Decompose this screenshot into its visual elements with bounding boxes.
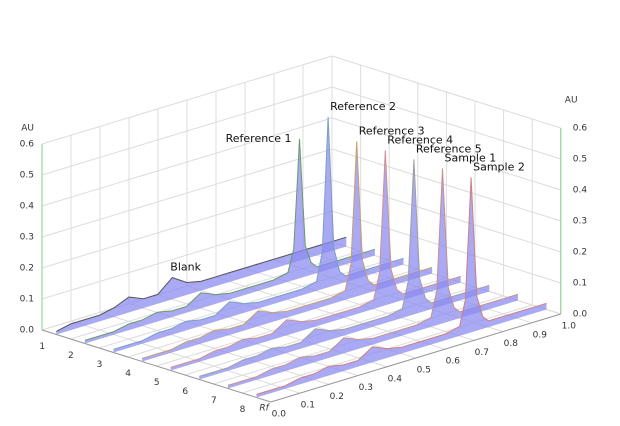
track-label: 4 [125, 369, 131, 379]
grid-line [41, 117, 333, 207]
z-tick-label: 0.4 [20, 202, 35, 212]
z-tick-label: 0.2 [20, 264, 34, 274]
trace [56, 236, 347, 332]
track-label: 5 [154, 378, 160, 388]
x-tick-label: 0.8 [504, 339, 519, 349]
x-tick-label: 1.0 [562, 322, 577, 332]
track-label: 6 [182, 387, 188, 397]
z-tick-label: 0.3 [573, 217, 587, 227]
x-tick-label: 0.4 [388, 374, 403, 384]
series-label: Reference 3 [359, 124, 425, 137]
z-tick-label: 0.2 [573, 248, 587, 258]
peak-area [113, 116, 404, 353]
x-tick-label: 0.3 [359, 383, 373, 393]
x-tick-label: 0.2 [330, 392, 344, 402]
z-tick-label: 0.0 [20, 326, 35, 336]
track-label: 1 [39, 342, 45, 352]
z-tick-label: 0.4 [573, 186, 588, 196]
grid-line [41, 55, 333, 145]
z-tick-label: 0.6 [573, 124, 588, 134]
trace [227, 168, 519, 386]
grid-line [41, 148, 333, 238]
grid-line [41, 179, 333, 269]
trace [199, 159, 490, 377]
x-tick-label: 0.9 [533, 330, 548, 340]
grid-line [41, 210, 333, 300]
x-axis [270, 313, 561, 403]
x-tick-label: 0.1 [301, 401, 315, 411]
x-tick-label: 0.5 [417, 366, 431, 376]
series-label: Blank [170, 261, 201, 274]
grid-line [331, 179, 561, 253]
track-label: 2 [68, 351, 74, 361]
trace [170, 150, 461, 368]
grid-line [331, 148, 561, 222]
series-label: Reference 2 [330, 100, 396, 113]
series-label: Sample 2 [473, 160, 525, 173]
track-axis [41, 329, 271, 403]
z-axis-title: AU [21, 124, 34, 134]
z-tick-label: 0.6 [20, 140, 35, 150]
peak-area [227, 168, 518, 389]
peak-area [199, 159, 490, 380]
peak-area [56, 237, 347, 335]
grid-line [331, 117, 561, 191]
x-tick-label: 0.0 [272, 410, 287, 420]
series-label: Reference 5 [416, 142, 482, 155]
grid-line [331, 55, 561, 129]
peak-area [170, 150, 461, 371]
trace [141, 141, 433, 359]
track-label: 3 [97, 360, 103, 370]
x-tick-label: 0.7 [475, 348, 489, 358]
z-tick-label: 0.1 [20, 295, 34, 305]
z-axis-title: AU [565, 96, 578, 106]
series-label: Reference 4 [387, 133, 453, 146]
z-tick-label: 0.3 [20, 233, 34, 243]
track-label: 8 [240, 405, 246, 415]
trace [84, 138, 376, 341]
z-tick-label: 0.1 [573, 279, 587, 289]
x-tick-label: 0.6 [446, 357, 461, 367]
trace [256, 177, 547, 395]
z-tick-label: 0.0 [573, 310, 588, 320]
x-axis-title: Rf [259, 404, 270, 414]
z-tick-label: 0.5 [20, 171, 34, 181]
series-label: Sample 1 [445, 151, 497, 164]
peak-area [142, 141, 433, 362]
grid-line [331, 86, 561, 160]
grid-line [41, 86, 333, 176]
z-tick-label: 0.5 [573, 155, 587, 165]
track-label: 7 [211, 396, 217, 406]
trace [113, 116, 404, 350]
peak-area [256, 177, 547, 398]
series-label: Reference 1 [226, 132, 292, 145]
